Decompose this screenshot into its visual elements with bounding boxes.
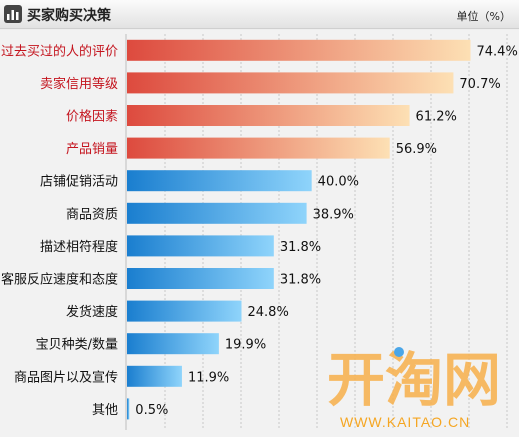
value-label: 61.2%: [416, 110, 457, 125]
category-label: 卖家信用等级: [40, 76, 118, 92]
bar-4: [127, 137, 390, 159]
bar-6: [127, 202, 307, 224]
chart-title: 买家购买决策: [27, 8, 111, 24]
bar-9: [127, 300, 242, 322]
bar-8: [127, 268, 274, 289]
value-label: 11.9%: [188, 370, 229, 385]
value-label: 56.9%: [396, 142, 437, 157]
bar-chart-icon: [4, 5, 22, 23]
category-label: 发货速度: [66, 304, 118, 320]
value-label: 0.5%: [135, 403, 168, 418]
value-label: 31.8%: [280, 240, 321, 255]
bar-1: [127, 39, 471, 61]
category-label: 店铺促销活动: [40, 175, 118, 190]
category-label: 其他: [92, 403, 118, 418]
category-label: 商品图片以及宣传: [14, 369, 118, 385]
chart-header: 买家购买决策 单位（%）: [0, 0, 519, 29]
bar-3: [127, 105, 410, 126]
bar-5: [127, 170, 312, 192]
category-label: 商品资质: [66, 207, 118, 222]
bar-11: [127, 365, 182, 387]
watermark-dot-icon: [394, 347, 404, 357]
bar-7: [127, 235, 274, 257]
bar-2: [127, 72, 454, 94]
watermark-logo: 开淘网: [327, 346, 501, 414]
unit-label: 单位（%）: [456, 10, 511, 23]
category-label: 产品销量: [66, 142, 118, 157]
category-label: 宝贝种类/数量: [36, 338, 118, 353]
value-label: 31.8%: [280, 273, 321, 288]
value-label: 70.7%: [459, 77, 500, 92]
value-label: 40.0%: [318, 175, 359, 190]
value-label: 74.4%: [477, 44, 518, 59]
watermark-logo-text: 开淘网: [327, 346, 501, 414]
category-label: 客服反应速度和态度: [1, 272, 118, 288]
bar-10: [127, 333, 219, 355]
value-label: 24.8%: [248, 305, 289, 320]
watermark-site: WWW.KAITAO.CN: [340, 414, 471, 430]
value-label: 38.9%: [313, 207, 354, 222]
plot-area: [0, 30, 519, 437]
category-label: 过去买过的人的评价: [1, 43, 118, 59]
category-label: 描述相符程度: [40, 239, 118, 255]
value-label: 19.9%: [225, 338, 266, 353]
bar-12: [127, 398, 130, 420]
category-label: 价格因素: [66, 109, 118, 125]
